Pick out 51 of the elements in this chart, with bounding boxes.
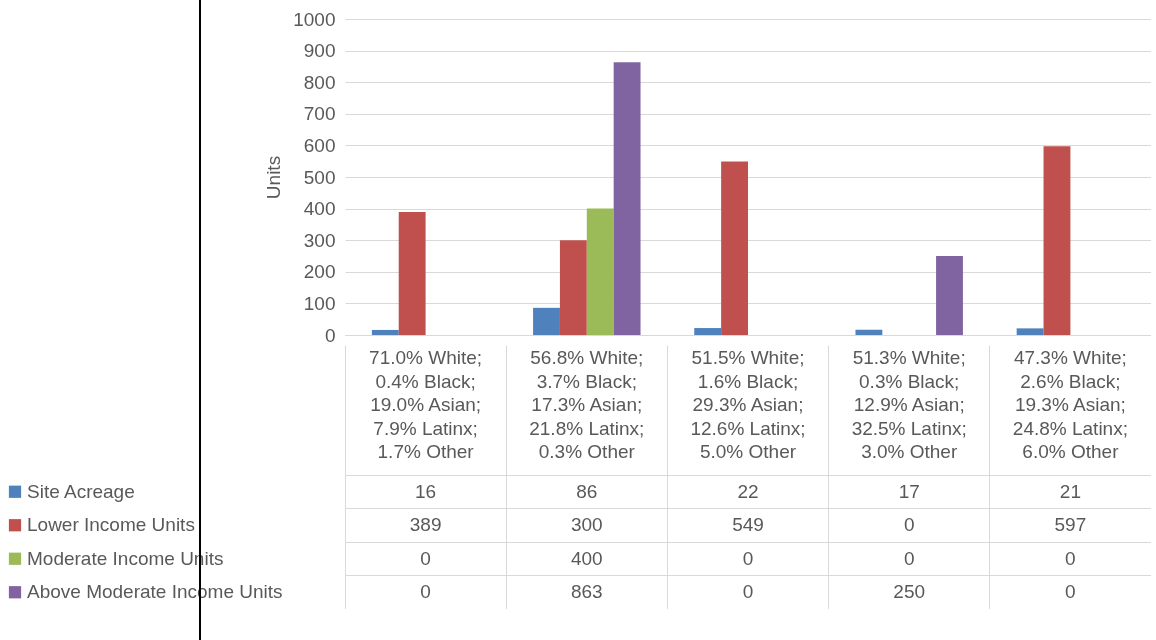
data-label: 0	[420, 547, 431, 569]
bar	[613, 62, 641, 335]
legend-label: Lower Income Units	[27, 514, 195, 536]
data-label: 21	[1059, 480, 1081, 502]
y-tick-label: 0	[324, 324, 336, 346]
data-label: 0	[742, 547, 754, 569]
y-tick-label: 800	[303, 71, 336, 93]
x-tick-label: 56.8% White; 3.7% Black; 17.3% Asian; 21.8% Latinx; 0.3% Other	[529, 347, 645, 462]
data-label: 22	[737, 480, 759, 502]
bar	[855, 329, 883, 335]
y-tick-label: 700	[303, 103, 336, 125]
data-label: 16	[415, 480, 437, 502]
data-label: 0	[420, 581, 431, 603]
y-tick-label: 900	[303, 40, 336, 62]
y-tick-label: 400	[303, 198, 336, 220]
data-label: 0	[1065, 581, 1076, 603]
data-label: 0	[903, 547, 915, 569]
data-label: 250	[893, 581, 926, 603]
bar	[533, 307, 560, 335]
bar	[371, 329, 399, 335]
data-label: 300	[570, 514, 603, 536]
bar	[559, 240, 587, 335]
data-label: 0	[903, 514, 915, 536]
legend-label: Site Acreage	[27, 480, 135, 502]
y-tick-label: 1000	[293, 8, 336, 30]
data-label: 0	[742, 581, 754, 603]
y-axis-title: Units	[262, 155, 284, 200]
x-tick-label: 51.5% White; 1.6% Black; 29.3% Asian; 12.6% Latinx; 5.0% Other	[690, 347, 806, 462]
y-tick-label: 100	[303, 292, 336, 314]
x-tick-label: 51.3% White; 0.3% Black; 12.9% Asian; 32.5% Latinx; 3.0% Other	[851, 347, 967, 462]
bar	[398, 212, 426, 335]
bar	[936, 256, 963, 335]
y-tick-label: 500	[303, 166, 336, 188]
bar	[1016, 328, 1044, 335]
bar	[586, 208, 614, 335]
data-label: 389	[409, 514, 442, 536]
data-label: 17	[898, 480, 920, 502]
y-tick-label: 600	[303, 134, 336, 156]
data-label: 400	[570, 547, 603, 569]
data-label: 86	[576, 480, 598, 502]
x-tick-label: 47.3% White; 2.6% Black; 19.3% Asian; 24.8% Latinx; 6.0% Other	[1012, 347, 1128, 462]
data-label: 863	[570, 581, 603, 603]
y-tick-label: 300	[303, 229, 336, 251]
x-tick-label: 71.0% White; 0.4% Black; 19.0% Asian; 7.9% Latinx; 1.7% Other	[369, 347, 483, 462]
y-tick-label: 200	[303, 261, 336, 283]
data-label: 597	[1054, 514, 1087, 536]
data-label: 549	[732, 514, 764, 536]
bar	[1043, 146, 1071, 335]
bar	[694, 328, 722, 335]
data-label: 0	[1065, 547, 1076, 569]
bar	[721, 161, 748, 335]
